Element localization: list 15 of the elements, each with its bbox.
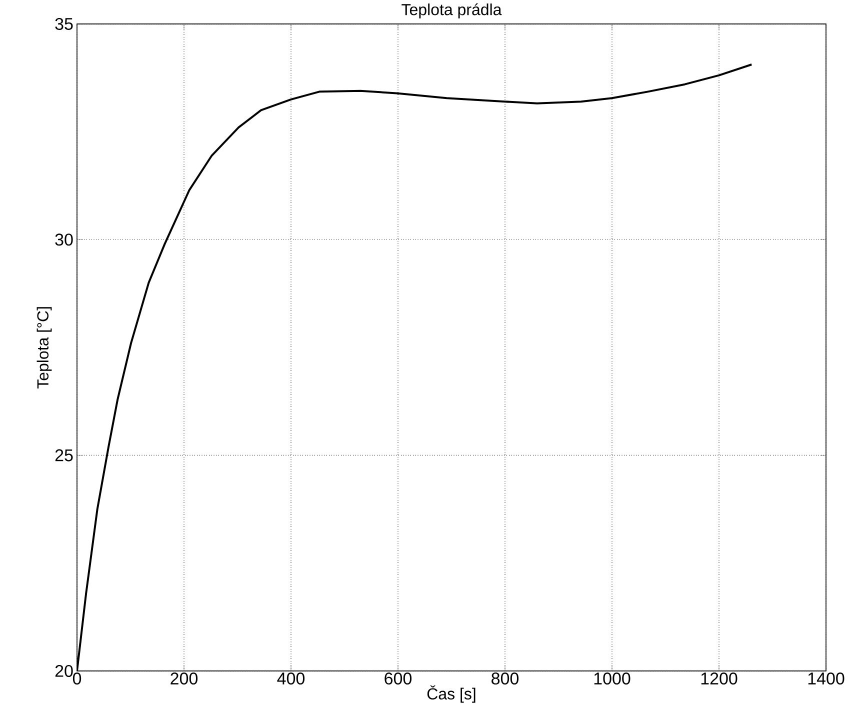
x-tick-label: 1200 bbox=[701, 672, 738, 685]
y-tick-label: 30 bbox=[55, 234, 73, 246]
x-tick-label: 1000 bbox=[594, 672, 630, 685]
x-tick-label: 600 bbox=[384, 672, 412, 685]
x-tick-label: 0 bbox=[72, 672, 82, 685]
x-tick-label: 400 bbox=[277, 672, 305, 685]
y-axis-title: Teplota [°C] bbox=[36, 307, 52, 389]
y-tick-label: 20 bbox=[55, 664, 73, 677]
chart-title: Teplota prádla bbox=[402, 3, 502, 18]
y-tick-label: 35 bbox=[55, 18, 73, 30]
x-tick-label: 800 bbox=[492, 672, 519, 685]
x-tick-label: 1400 bbox=[808, 672, 844, 685]
y-tick-label: 25 bbox=[55, 449, 73, 462]
x-axis-title: Čas [s] bbox=[427, 685, 476, 703]
x-tick-label: 200 bbox=[170, 672, 198, 685]
